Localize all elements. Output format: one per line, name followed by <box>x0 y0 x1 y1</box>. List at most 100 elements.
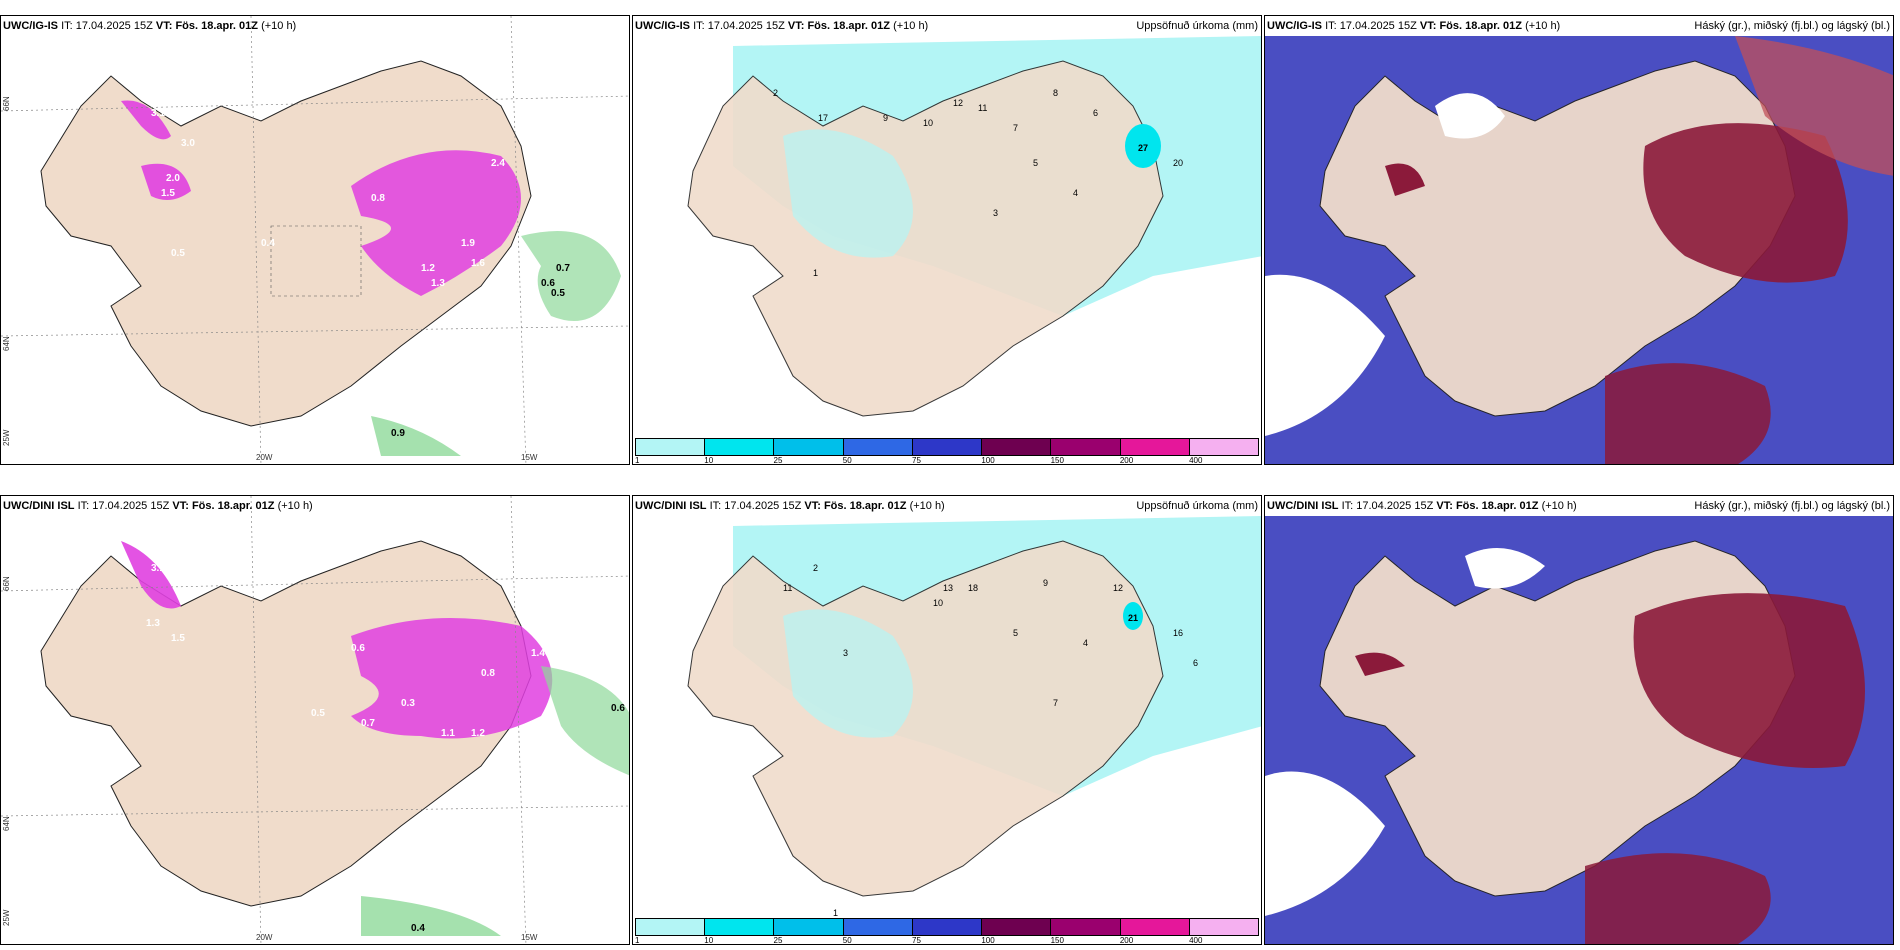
legend-tick: 75 <box>912 936 921 945</box>
precip-legend: 1 10 25 50 75 100 150 200 400 <box>635 918 1259 945</box>
value-label: 1 <box>813 268 818 278</box>
value-label: 0.8 <box>371 193 385 204</box>
legend-tick: 50 <box>842 936 852 945</box>
value-label: 20 <box>1173 158 1183 168</box>
panel-subtitle: Háský (gr.), miðský (fj.bl.) og lágský (… <box>1694 20 1890 32</box>
panel-accumulated-precip-dini: UWC/DINI ISL IT: 17.04.2025 15Z VT: Fös.… <box>632 495 1262 945</box>
value-label: 12 <box>953 98 963 108</box>
value-label: 10 <box>923 118 933 128</box>
value-label: 3.1 <box>151 563 165 574</box>
cloud-map <box>1265 36 1893 464</box>
value-label: 1.1 <box>441 728 455 739</box>
legend-swatch <box>705 919 775 935</box>
legend-swatch <box>774 439 844 455</box>
precip-legend: 1 10 25 50 75 100 150 200 400 <box>635 438 1259 465</box>
value-label: 5 <box>1033 158 1038 168</box>
value-label: 11 <box>783 583 792 593</box>
value-label: 12 <box>1113 583 1123 593</box>
panel-title: UWC/DINI ISL IT: 17.04.2025 15Z VT: Fös.… <box>635 500 945 512</box>
legend-swatch <box>912 919 983 935</box>
legend-swatch <box>705 439 775 455</box>
legend-swatch <box>1120 439 1190 455</box>
value-label: 0.5 <box>311 708 325 719</box>
panel-title: UWC/DINI ISL IT: 17.04.2025 15Z VT: Fös.… <box>3 500 313 512</box>
legend-bar <box>635 918 1259 936</box>
legend-tick: 200 <box>1119 456 1134 465</box>
value-label: 1.2 <box>471 728 485 739</box>
value-label: 4 <box>1083 638 1088 648</box>
value-label: 5.0 <box>556 193 570 204</box>
value-label: 2 <box>813 563 818 573</box>
value-label: 8 <box>1053 88 1058 98</box>
value-label: 21 <box>1128 613 1138 623</box>
legend-tick: 75 <box>912 456 921 465</box>
panel-title: UWC/IG-IS IT: 17.04.2025 15Z VT: Fös. 18… <box>3 20 297 32</box>
legend-tick: 1 <box>635 456 640 465</box>
panel-accumulated-precip-igis: UWC/IG-IS IT: 17.04.2025 15Z VT: Fös. 18… <box>632 15 1262 465</box>
value-label: 17 <box>818 113 828 123</box>
legend-tick: 100 <box>981 936 995 945</box>
value-label: 0.3 <box>401 698 415 709</box>
legend-tick: 1 <box>635 936 640 945</box>
value-label: 0.6 <box>351 643 365 654</box>
lat-label: 66N <box>2 96 11 111</box>
panel-title: UWC/IG-IS IT: 17.04.2025 15Z VT: Fös. 18… <box>1267 20 1561 32</box>
value-label: 1.6 <box>471 258 485 269</box>
lon-label: 15W <box>521 933 538 942</box>
value-label: 1.3 <box>431 278 445 289</box>
legend-tick: 400 <box>1189 456 1203 465</box>
legend-swatch <box>843 439 913 455</box>
legend-tick: 50 <box>842 456 852 465</box>
panel-wind-precip-igis: UWC/IG-IS IT: 17.04.2025 15Z VT: Fös. 18… <box>0 15 630 465</box>
legend-swatch <box>843 919 913 935</box>
legend-tick: 150 <box>1050 456 1064 465</box>
value-label: 4 <box>1073 188 1078 198</box>
legend-swatch <box>636 919 706 935</box>
value-label: 0.6 <box>541 278 555 289</box>
legend-tick: 100 <box>981 456 995 465</box>
wind-precip-map: 3.1 1.3 1.5 0.6 0.5 0.7 0.3 1.1 1.2 0.8 … <box>1 496 629 944</box>
legend-tick: 150 <box>1050 936 1064 945</box>
value-label: 9 <box>883 113 888 123</box>
value-label: 0.4 <box>261 238 275 249</box>
panel-clouds-igis: UWC/IG-IS IT: 17.04.2025 15Z VT: Fös. 18… <box>1264 15 1894 465</box>
value-label: 3.0 <box>181 138 195 149</box>
legend-tick: 200 <box>1119 936 1134 945</box>
legend-tick: 25 <box>773 456 783 465</box>
value-label: 10 <box>933 598 943 608</box>
lon-label: 20W <box>256 933 273 942</box>
panel-subtitle: Háský (gr.), miðský (fj.bl.) og lágský (… <box>1694 500 1890 512</box>
lat-label: 64N <box>2 336 11 351</box>
value-label: 18 <box>968 583 978 593</box>
value-label: 3.1 <box>151 108 165 119</box>
value-label: 5 <box>1013 628 1018 638</box>
value-label: 1.5 <box>171 633 185 644</box>
value-label: 0.6 <box>611 703 625 714</box>
precip-map: 2 9 10 12 7 8 6 5 4 3 27 20 1 11 17 <box>687 36 1261 417</box>
value-label: 3 <box>993 208 998 218</box>
value-label: 27 <box>1138 143 1148 153</box>
value-label: 0.5 <box>551 288 565 299</box>
value-label: 1.3 <box>146 618 160 629</box>
legend-swatch <box>1051 919 1121 935</box>
legend-bar <box>635 438 1259 456</box>
value-label: 0.8 <box>481 668 495 679</box>
value-label: 6 <box>1093 108 1098 118</box>
value-label: 6 <box>1193 658 1198 668</box>
legend-swatch <box>774 919 844 935</box>
value-label: 7 <box>1053 698 1058 708</box>
wind-precip-map: 3.1 3.0 2.0 1.5 0.5 0.4 0.8 1.2 1.3 1.9 … <box>1 16 629 464</box>
panel-subtitle: Uppsöfnuð úrkoma (mm) <box>1136 500 1258 512</box>
value-label: 13 <box>943 583 953 593</box>
value-label: 2.0 <box>166 173 180 184</box>
value-label: 1 <box>833 908 838 918</box>
panel-clouds-dini: UWC/DINI ISL IT: 17.04.2025 15Z VT: Fös.… <box>1264 495 1894 945</box>
value-label: 0.5 <box>171 248 185 259</box>
value-label: 1.9 <box>461 238 475 249</box>
value-label: 2.4 <box>491 158 505 169</box>
panel-subtitle: Uppsöfnuð úrkoma (mm) <box>1136 20 1258 32</box>
value-label: 3.8 <box>541 173 555 184</box>
legend-ticks: 1 10 25 50 75 100 150 200 400 <box>635 456 1259 465</box>
value-label: 0.9 <box>391 428 405 439</box>
value-label: 0.7 <box>556 263 570 274</box>
